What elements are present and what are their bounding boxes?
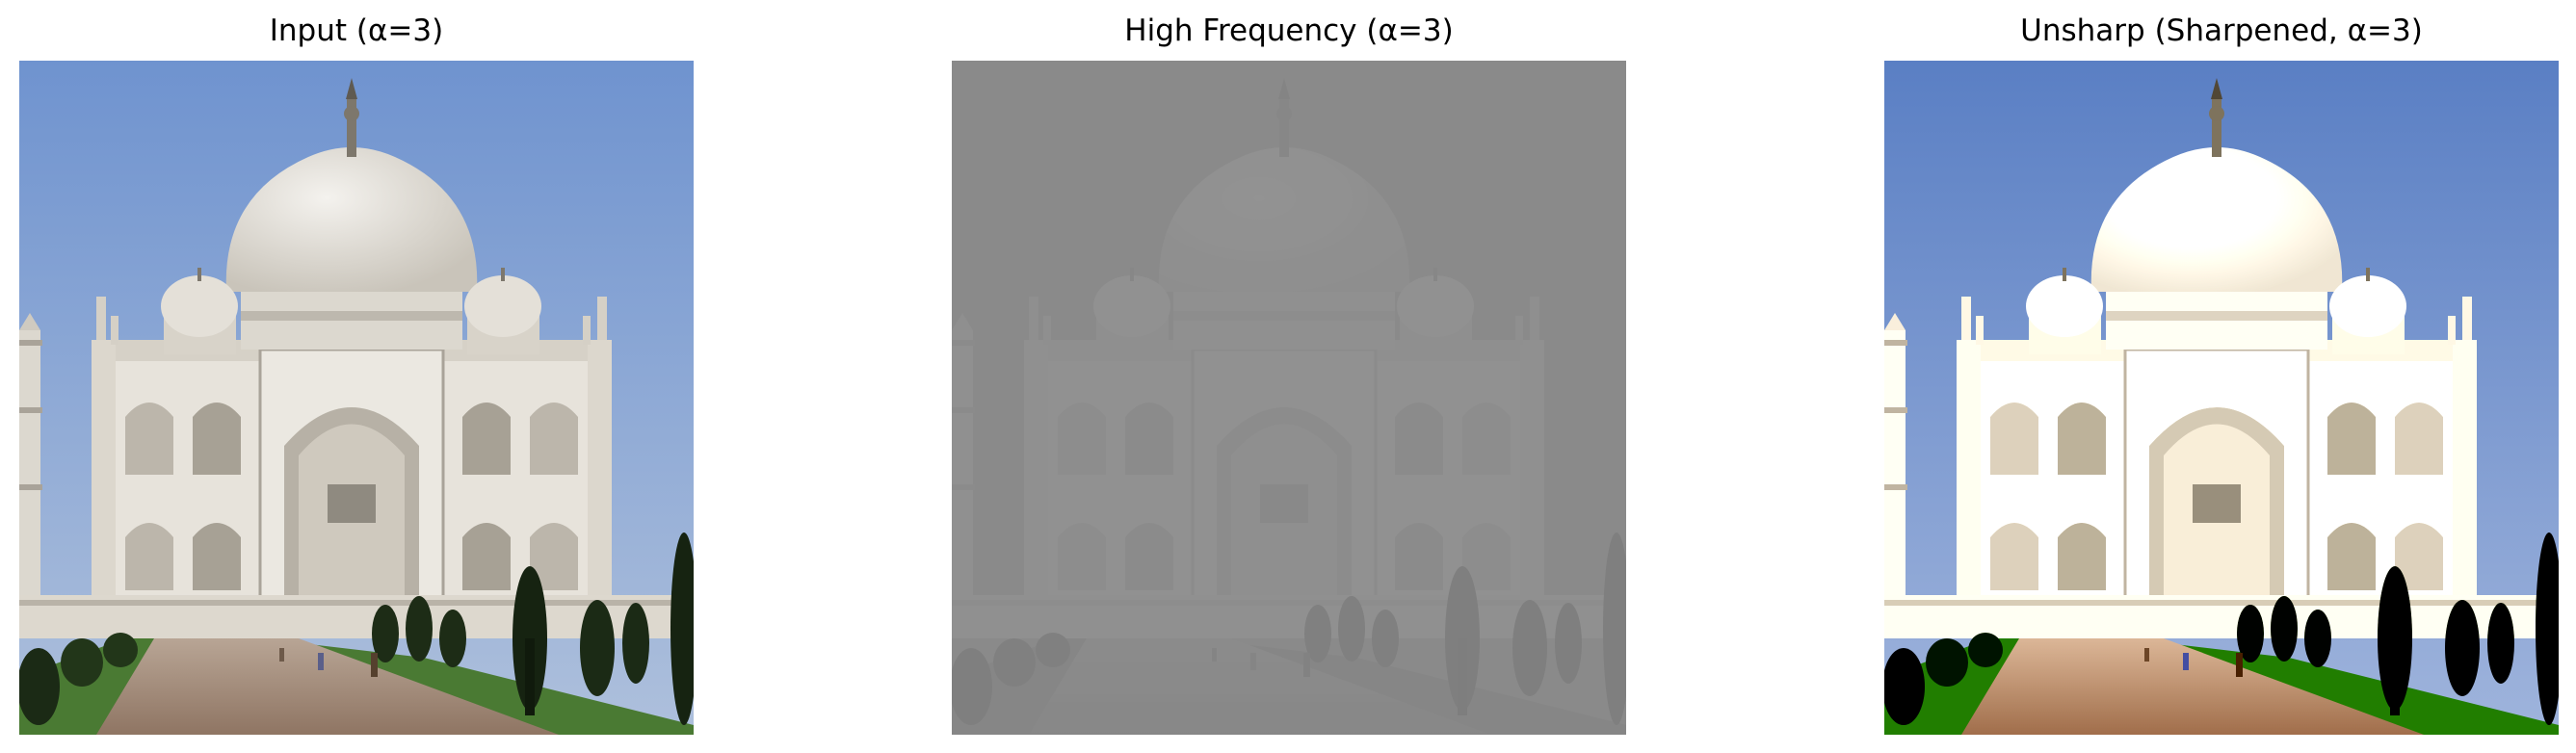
sharpened-image xyxy=(1884,61,2559,735)
panel-title-high-frequency: High Frequency (α=3) xyxy=(1124,13,1454,48)
high-frequency-image xyxy=(952,61,1626,735)
input-image xyxy=(19,61,694,735)
panel-title-sharpened: Unsharp (Sharpened, α=3) xyxy=(2020,13,2423,48)
panel-title-input: Input (α=3) xyxy=(269,13,444,48)
